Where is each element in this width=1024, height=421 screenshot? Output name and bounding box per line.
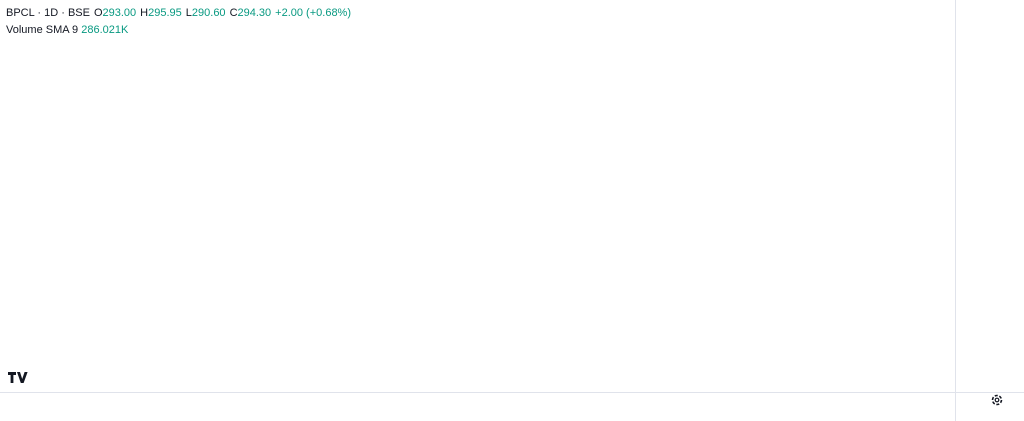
ohlc-value: 294.30 (237, 7, 272, 19)
gear-hub[interactable] (994, 397, 1000, 403)
ohlc-label: L (185, 7, 192, 19)
volume-sma: 286.021K (81, 24, 129, 36)
change: +2.00 (+0.68%) (275, 7, 352, 19)
ohlc-value: 293.00 (102, 7, 137, 19)
volume-row: Volume SMA 9 286.021K (6, 22, 351, 39)
legend: BPCL · 1D · BSE O293.00 H295.95 L290.60 C294… (6, 5, 351, 39)
gear[interactable] (991, 394, 1003, 406)
logo (8, 372, 28, 383)
tv-logo (4, 366, 28, 388)
volume-title: Volume SMA 9 (6, 24, 79, 36)
ohlc-label: O (93, 7, 103, 19)
settings-icon[interactable] (991, 394, 1003, 406)
ohlc-value: 295.95 (148, 7, 182, 19)
symbol-row: BPCL · 1D · BSE O293.00 H295.95 L290.60 C294… (6, 5, 351, 22)
ohlc: O293.00 H295.95 L290.60 C294.30 (94, 7, 275, 19)
ohlc-value: 290.60 (191, 7, 226, 19)
ohlc-label: C (229, 7, 238, 19)
ohlc-label: H (140, 7, 149, 19)
symbol: BPCL · 1D · BSE (6, 7, 90, 19)
